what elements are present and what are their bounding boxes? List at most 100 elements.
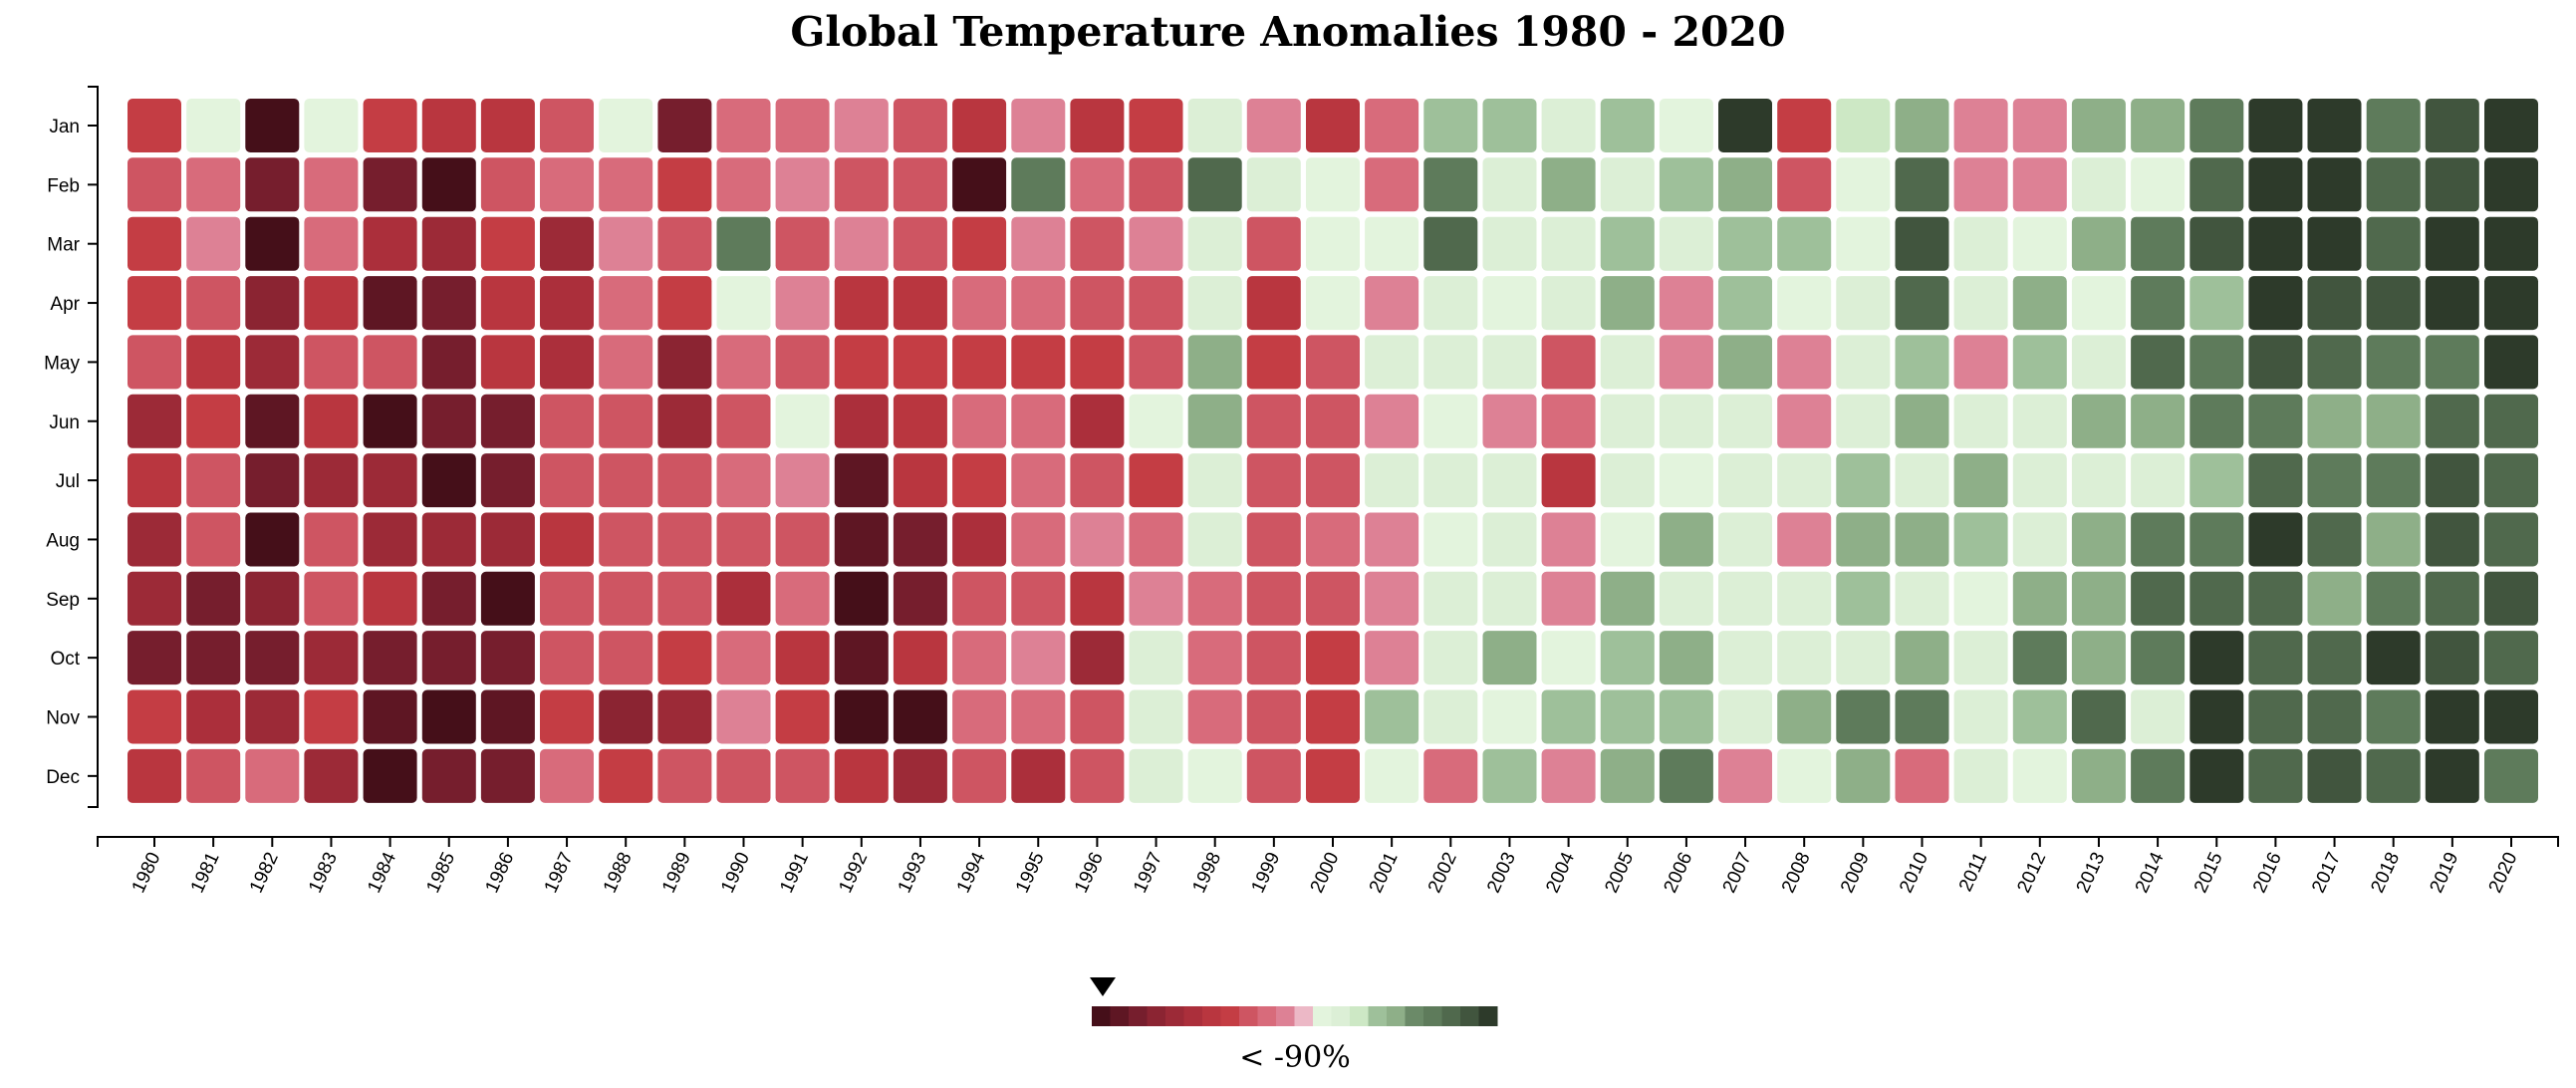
- heatmap-cell-jul-2004: [1541, 453, 1596, 508]
- heatmap-cell-jun-2004: [1541, 394, 1596, 448]
- heatmap-cell-apr-2017: [2307, 276, 2362, 331]
- heatmap-cell-nov-2010: [1895, 689, 1949, 744]
- heatmap-cell-dec-1994: [952, 748, 1007, 803]
- heatmap-cell-jun-1991: [775, 394, 830, 448]
- heatmap-cell-jun-2013: [2071, 394, 2126, 448]
- heatmap-cell-jun-2010: [1895, 394, 1949, 448]
- heatmap-cell-jul-2003: [1482, 453, 1537, 508]
- heatmap-cell-jun-1992: [834, 394, 889, 448]
- heatmap-cell-feb-2001: [1365, 157, 1419, 212]
- heatmap-cell-may-2003: [1482, 335, 1537, 390]
- heatmap-cell-nov-2019: [2425, 689, 2479, 744]
- heatmap-cell-may-2008: [1777, 335, 1832, 390]
- x-tick-label: 1981: [187, 849, 224, 896]
- x-tick-label: 1993: [895, 849, 931, 896]
- heatmap-cell-mar-2017: [2307, 216, 2362, 271]
- heatmap-cell-nov-1992: [834, 689, 889, 744]
- heatmap-cell-oct-2014: [2131, 631, 2186, 685]
- heatmap-cell-dec-2012: [2012, 748, 2067, 803]
- heatmap-cell-jul-1997: [1129, 453, 1183, 508]
- x-tick-label: 2013: [2073, 849, 2110, 896]
- heatmap-cell-apr-1989: [657, 276, 712, 331]
- heatmap-cell-apr-2006: [1659, 276, 1713, 331]
- heatmap-cell-oct-1991: [775, 631, 830, 685]
- heatmap-cell-dec-2017: [2307, 748, 2362, 803]
- heatmap-cell-nov-1994: [952, 689, 1007, 744]
- heatmap-cell-apr-2001: [1365, 276, 1419, 331]
- heatmap-cell-sep-1992: [834, 571, 889, 626]
- legend-swatch: [1202, 1006, 1221, 1026]
- heatmap-cell-sep-1999: [1246, 571, 1301, 626]
- heatmap-cell-dec-2001: [1365, 748, 1419, 803]
- heatmap-cell-oct-2017: [2307, 631, 2362, 685]
- heatmap-cell-apr-1986: [480, 276, 535, 331]
- heatmap-cell-apr-2014: [2131, 276, 2186, 331]
- heatmap-cell-sep-1994: [952, 571, 1007, 626]
- heatmap-cell-jun-2011: [1953, 394, 2008, 448]
- heatmap-cell-jan-2008: [1777, 99, 1832, 152]
- heatmap-cell-aug-2007: [1718, 512, 1772, 567]
- heatmap-cell-sep-2001: [1365, 571, 1419, 626]
- heatmap-cell-oct-2004: [1541, 631, 1596, 685]
- heatmap-cell-sep-2018: [2366, 571, 2421, 626]
- heatmap-cell-dec-1984: [363, 748, 417, 803]
- heatmap-cell-mar-1994: [952, 216, 1007, 271]
- heatmap-cell-nov-1984: [363, 689, 417, 744]
- heatmap-cell-may-2007: [1718, 335, 1772, 390]
- heatmap-cell-nov-1996: [1070, 689, 1125, 744]
- heatmap-cell-sep-1985: [421, 571, 476, 626]
- heatmap-cell-jan-1988: [599, 99, 653, 152]
- heatmap-cell-mar-1999: [1246, 216, 1301, 271]
- heatmap-cell-jul-1980: [128, 453, 181, 508]
- heatmap-cell-apr-2018: [2366, 276, 2421, 331]
- heatmap-cell-feb-1987: [540, 157, 594, 212]
- heatmap-cell-jul-1986: [480, 453, 535, 508]
- heatmap-cell-aug-1993: [893, 512, 947, 567]
- legend-swatch: [1110, 1006, 1130, 1026]
- heatmap-cell-sep-2006: [1659, 571, 1713, 626]
- heatmap-cell-sep-1998: [1187, 571, 1242, 626]
- heatmap-cell-aug-2018: [2366, 512, 2421, 567]
- y-tick-label: Oct: [50, 649, 80, 670]
- heatmap-cell-dec-2006: [1659, 748, 1713, 803]
- heatmap-cell-sep-1983: [304, 571, 359, 626]
- heatmap-cell-dec-2016: [2248, 748, 2303, 803]
- y-tick-label: May: [44, 353, 80, 374]
- heatmap-cell-dec-2007: [1718, 748, 1772, 803]
- heatmap-cell-jul-2020: [2484, 453, 2538, 508]
- heatmap-cell-dec-2013: [2071, 748, 2126, 803]
- heatmap-cell-jun-2005: [1600, 394, 1655, 448]
- legend-swatch: [1220, 1006, 1240, 1026]
- heatmap-cell-may-2009: [1836, 335, 1891, 390]
- heatmap-cell-nov-2009: [1836, 689, 1891, 744]
- heatmap-cell-jul-2010: [1895, 453, 1949, 508]
- heatmap-cell-oct-2008: [1777, 631, 1832, 685]
- x-tick-label: 1986: [482, 849, 519, 896]
- heatmap-cell-may-1992: [834, 335, 889, 390]
- heatmap-cell-feb-2019: [2425, 157, 2479, 212]
- heatmap-cell-mar-1981: [186, 216, 241, 271]
- heatmap-cell-sep-2017: [2307, 571, 2362, 626]
- y-axis: Jan Feb Mar Apr May Jun Jul Aug Sep Oct Nov Dec: [44, 86, 99, 808]
- heatmap-cell-feb-2020: [2484, 157, 2538, 212]
- x-tick-label: 2006: [1661, 849, 1697, 896]
- heatmap-cell-may-1982: [245, 335, 300, 390]
- heatmap-cell-mar-2018: [2366, 216, 2421, 271]
- heatmap-cell-aug-1997: [1129, 512, 1183, 567]
- heatmap-cell-apr-1982: [245, 276, 300, 331]
- x-tick-label: 1998: [1188, 849, 1225, 896]
- x-axis-line: [97, 836, 2559, 847]
- heatmap-cell-aug-2003: [1482, 512, 1537, 567]
- legend-swatch: [1294, 1006, 1314, 1026]
- heatmap-cell-apr-2002: [1423, 276, 1478, 331]
- heatmap-cell-jul-2001: [1365, 453, 1419, 508]
- heatmap-cell-jul-1993: [893, 453, 947, 508]
- heatmap-cell-nov-2003: [1482, 689, 1537, 744]
- heatmap-cell-aug-2005: [1600, 512, 1655, 567]
- heatmap-cell-nov-2017: [2307, 689, 2362, 744]
- heatmap-cell-mar-2007: [1718, 216, 1772, 271]
- heatmap-cell-feb-1982: [245, 157, 300, 212]
- heatmap-cell-may-1993: [893, 335, 947, 390]
- heatmap-cell-nov-2006: [1659, 689, 1713, 744]
- heatmap-cell-apr-2005: [1600, 276, 1655, 331]
